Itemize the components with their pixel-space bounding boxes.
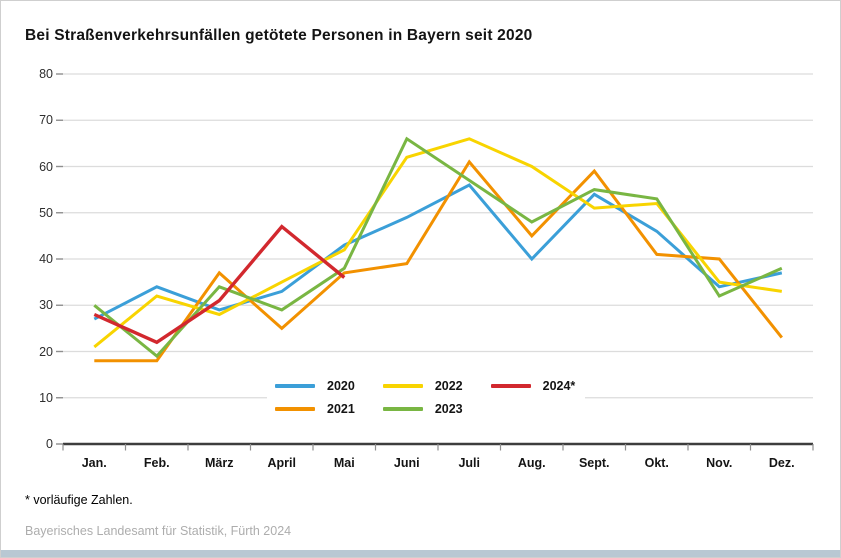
series-line-2024	[93, 224, 346, 345]
x-axis-label: Jan.	[81, 456, 107, 470]
y-axis-label: 40	[39, 252, 53, 266]
x-axis-label: Okt.	[644, 456, 669, 470]
bottom-accent-bar	[1, 550, 840, 557]
legend-label: 2020	[327, 379, 355, 393]
x-axis-label: Sept.	[578, 456, 610, 470]
y-axis-label: 80	[39, 67, 53, 81]
legend-swatch-icon	[490, 384, 531, 388]
y-axis-label: 30	[39, 298, 53, 313]
y-axis-label: 50	[39, 205, 53, 220]
x-axis-label: Juni	[393, 456, 420, 470]
series-line-2021	[94, 159, 783, 363]
legend-item-2021: 2021	[275, 401, 355, 417]
legend-item-2020: 2020	[275, 378, 355, 394]
x-axis-label: April	[267, 456, 296, 470]
series-line-2020	[93, 183, 783, 321]
legend-swatch-icon	[382, 407, 423, 411]
x-axis-label: Mai	[333, 456, 355, 470]
x-axis-label: Feb.	[143, 456, 170, 470]
series-line-2023	[93, 136, 783, 359]
legend-item-2023: 2023	[382, 401, 463, 417]
y-axis-label: 70	[39, 113, 53, 128]
legend-swatch-icon	[275, 407, 315, 411]
y-axis-label: 0	[46, 437, 53, 451]
legend-label: 2021	[327, 402, 355, 416]
legend-label: 2023	[434, 402, 463, 416]
x-axis-label: Juli	[458, 456, 481, 470]
legend-item-2022: 2022	[382, 378, 463, 394]
footnote: * vorläufige Zahlen.	[25, 493, 133, 507]
x-axis-label: Aug.	[517, 456, 546, 470]
y-axis-label: 60	[39, 159, 53, 174]
chart-title: Bei Straßenverkehrsunfällen getötete Per…	[25, 27, 533, 44]
legend-swatch-icon	[275, 384, 315, 388]
x-axis-label: Nov.	[706, 456, 733, 470]
legend-label: 2022	[434, 379, 463, 393]
legend: 2020 2021 2022 2023 2024*	[267, 375, 586, 422]
legend-swatch-icon	[382, 384, 423, 388]
y-axis-label: 20	[39, 344, 53, 359]
y-axis-label: 10	[39, 390, 53, 405]
x-axis-label: März	[205, 456, 234, 470]
source-credit: Bayerisches Landesamt für Statistik, Für…	[25, 524, 292, 538]
x-axis-label: Dez.	[768, 456, 795, 470]
legend-item-2024: 2024*	[490, 378, 576, 394]
legend-label: 2024*	[542, 379, 576, 393]
